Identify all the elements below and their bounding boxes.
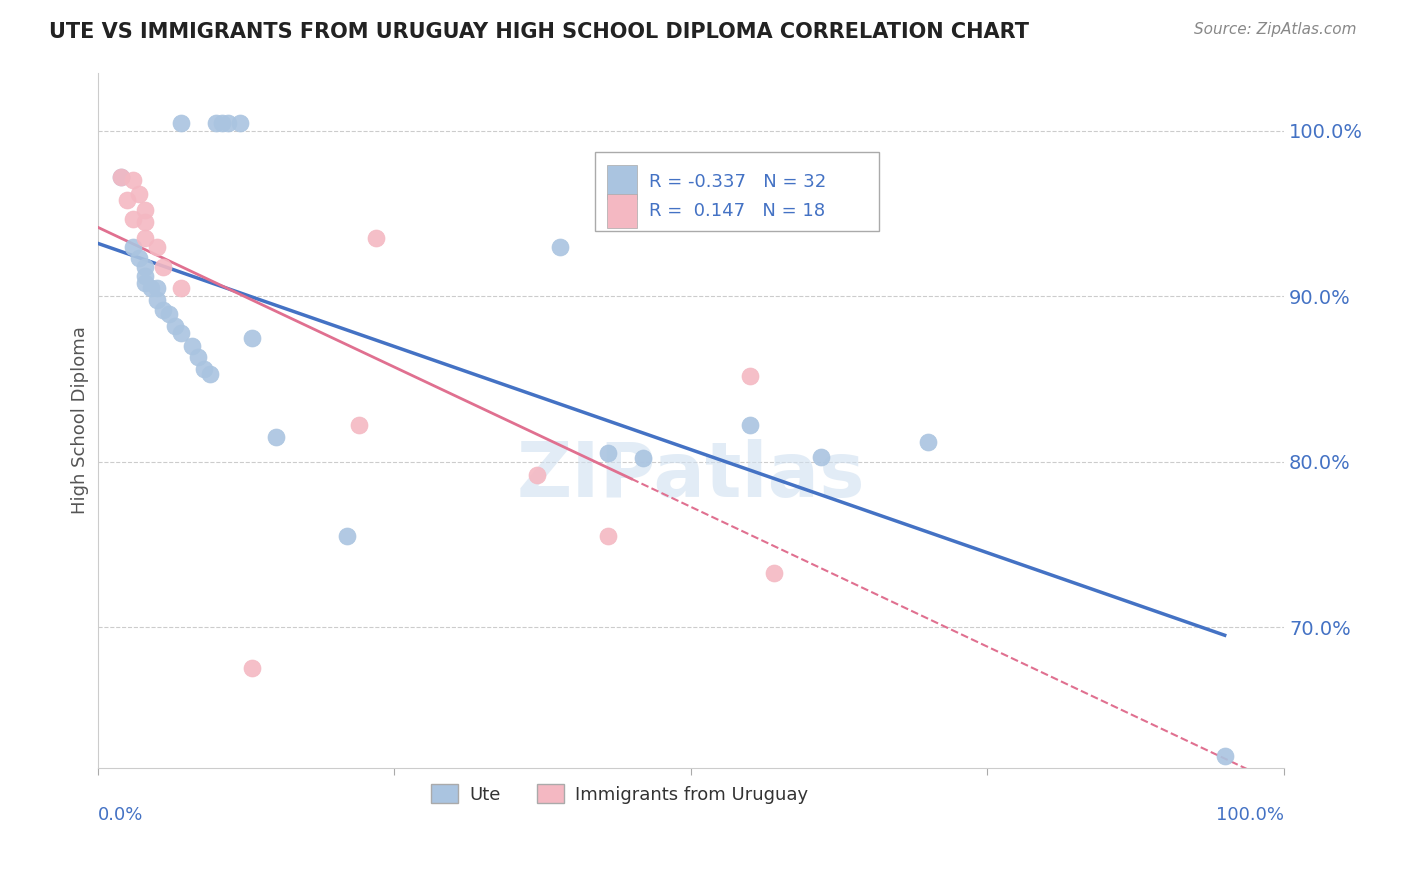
Point xyxy=(1213,749,1236,764)
Point xyxy=(181,339,204,353)
Point xyxy=(200,367,222,381)
Point xyxy=(762,566,785,580)
Point xyxy=(122,211,145,226)
Point xyxy=(169,326,191,340)
Point xyxy=(526,467,548,482)
Text: ZIPatlas: ZIPatlas xyxy=(516,439,865,513)
Point xyxy=(110,170,132,185)
Point xyxy=(122,173,145,187)
Point xyxy=(347,418,370,433)
Point xyxy=(169,115,191,129)
Point xyxy=(152,302,174,317)
Point xyxy=(596,529,619,543)
Point xyxy=(366,231,388,245)
Point xyxy=(134,269,156,284)
Point xyxy=(229,115,252,129)
Point xyxy=(187,351,209,365)
Point xyxy=(548,240,571,254)
Point xyxy=(134,215,156,229)
Point xyxy=(205,115,228,129)
Text: 100.0%: 100.0% xyxy=(1216,805,1284,824)
Legend: Ute, Immigrants from Uruguay: Ute, Immigrants from Uruguay xyxy=(425,777,815,811)
Text: Source: ZipAtlas.com: Source: ZipAtlas.com xyxy=(1194,22,1357,37)
Point xyxy=(134,276,156,290)
Point xyxy=(264,430,287,444)
Point xyxy=(740,368,762,383)
Point xyxy=(633,451,655,466)
Point xyxy=(128,186,150,201)
Text: R =  0.147   N = 18: R = 0.147 N = 18 xyxy=(648,202,825,220)
Point xyxy=(122,240,145,254)
Point xyxy=(596,446,619,460)
Point xyxy=(157,308,180,322)
Point xyxy=(110,170,132,185)
Point xyxy=(169,281,191,295)
Point xyxy=(240,661,263,675)
Point xyxy=(917,434,939,449)
Point xyxy=(139,281,162,295)
Point xyxy=(134,203,156,218)
Point xyxy=(336,529,359,543)
Point xyxy=(163,319,186,334)
Y-axis label: High School Diploma: High School Diploma xyxy=(72,326,89,515)
Point xyxy=(115,194,138,208)
Point xyxy=(810,450,832,464)
Point xyxy=(240,331,263,345)
Point xyxy=(134,260,156,274)
Point xyxy=(128,252,150,266)
Point xyxy=(146,293,169,307)
Point xyxy=(152,260,174,274)
Text: R = -0.337   N = 32: R = -0.337 N = 32 xyxy=(648,173,825,191)
Point xyxy=(134,231,156,245)
Point xyxy=(740,418,762,433)
Point xyxy=(146,240,169,254)
Text: 0.0%: 0.0% xyxy=(97,805,143,824)
Point xyxy=(146,281,169,295)
Point xyxy=(193,362,215,376)
Point xyxy=(211,115,233,129)
Point xyxy=(217,115,239,129)
Text: UTE VS IMMIGRANTS FROM URUGUAY HIGH SCHOOL DIPLOMA CORRELATION CHART: UTE VS IMMIGRANTS FROM URUGUAY HIGH SCHO… xyxy=(49,22,1029,42)
